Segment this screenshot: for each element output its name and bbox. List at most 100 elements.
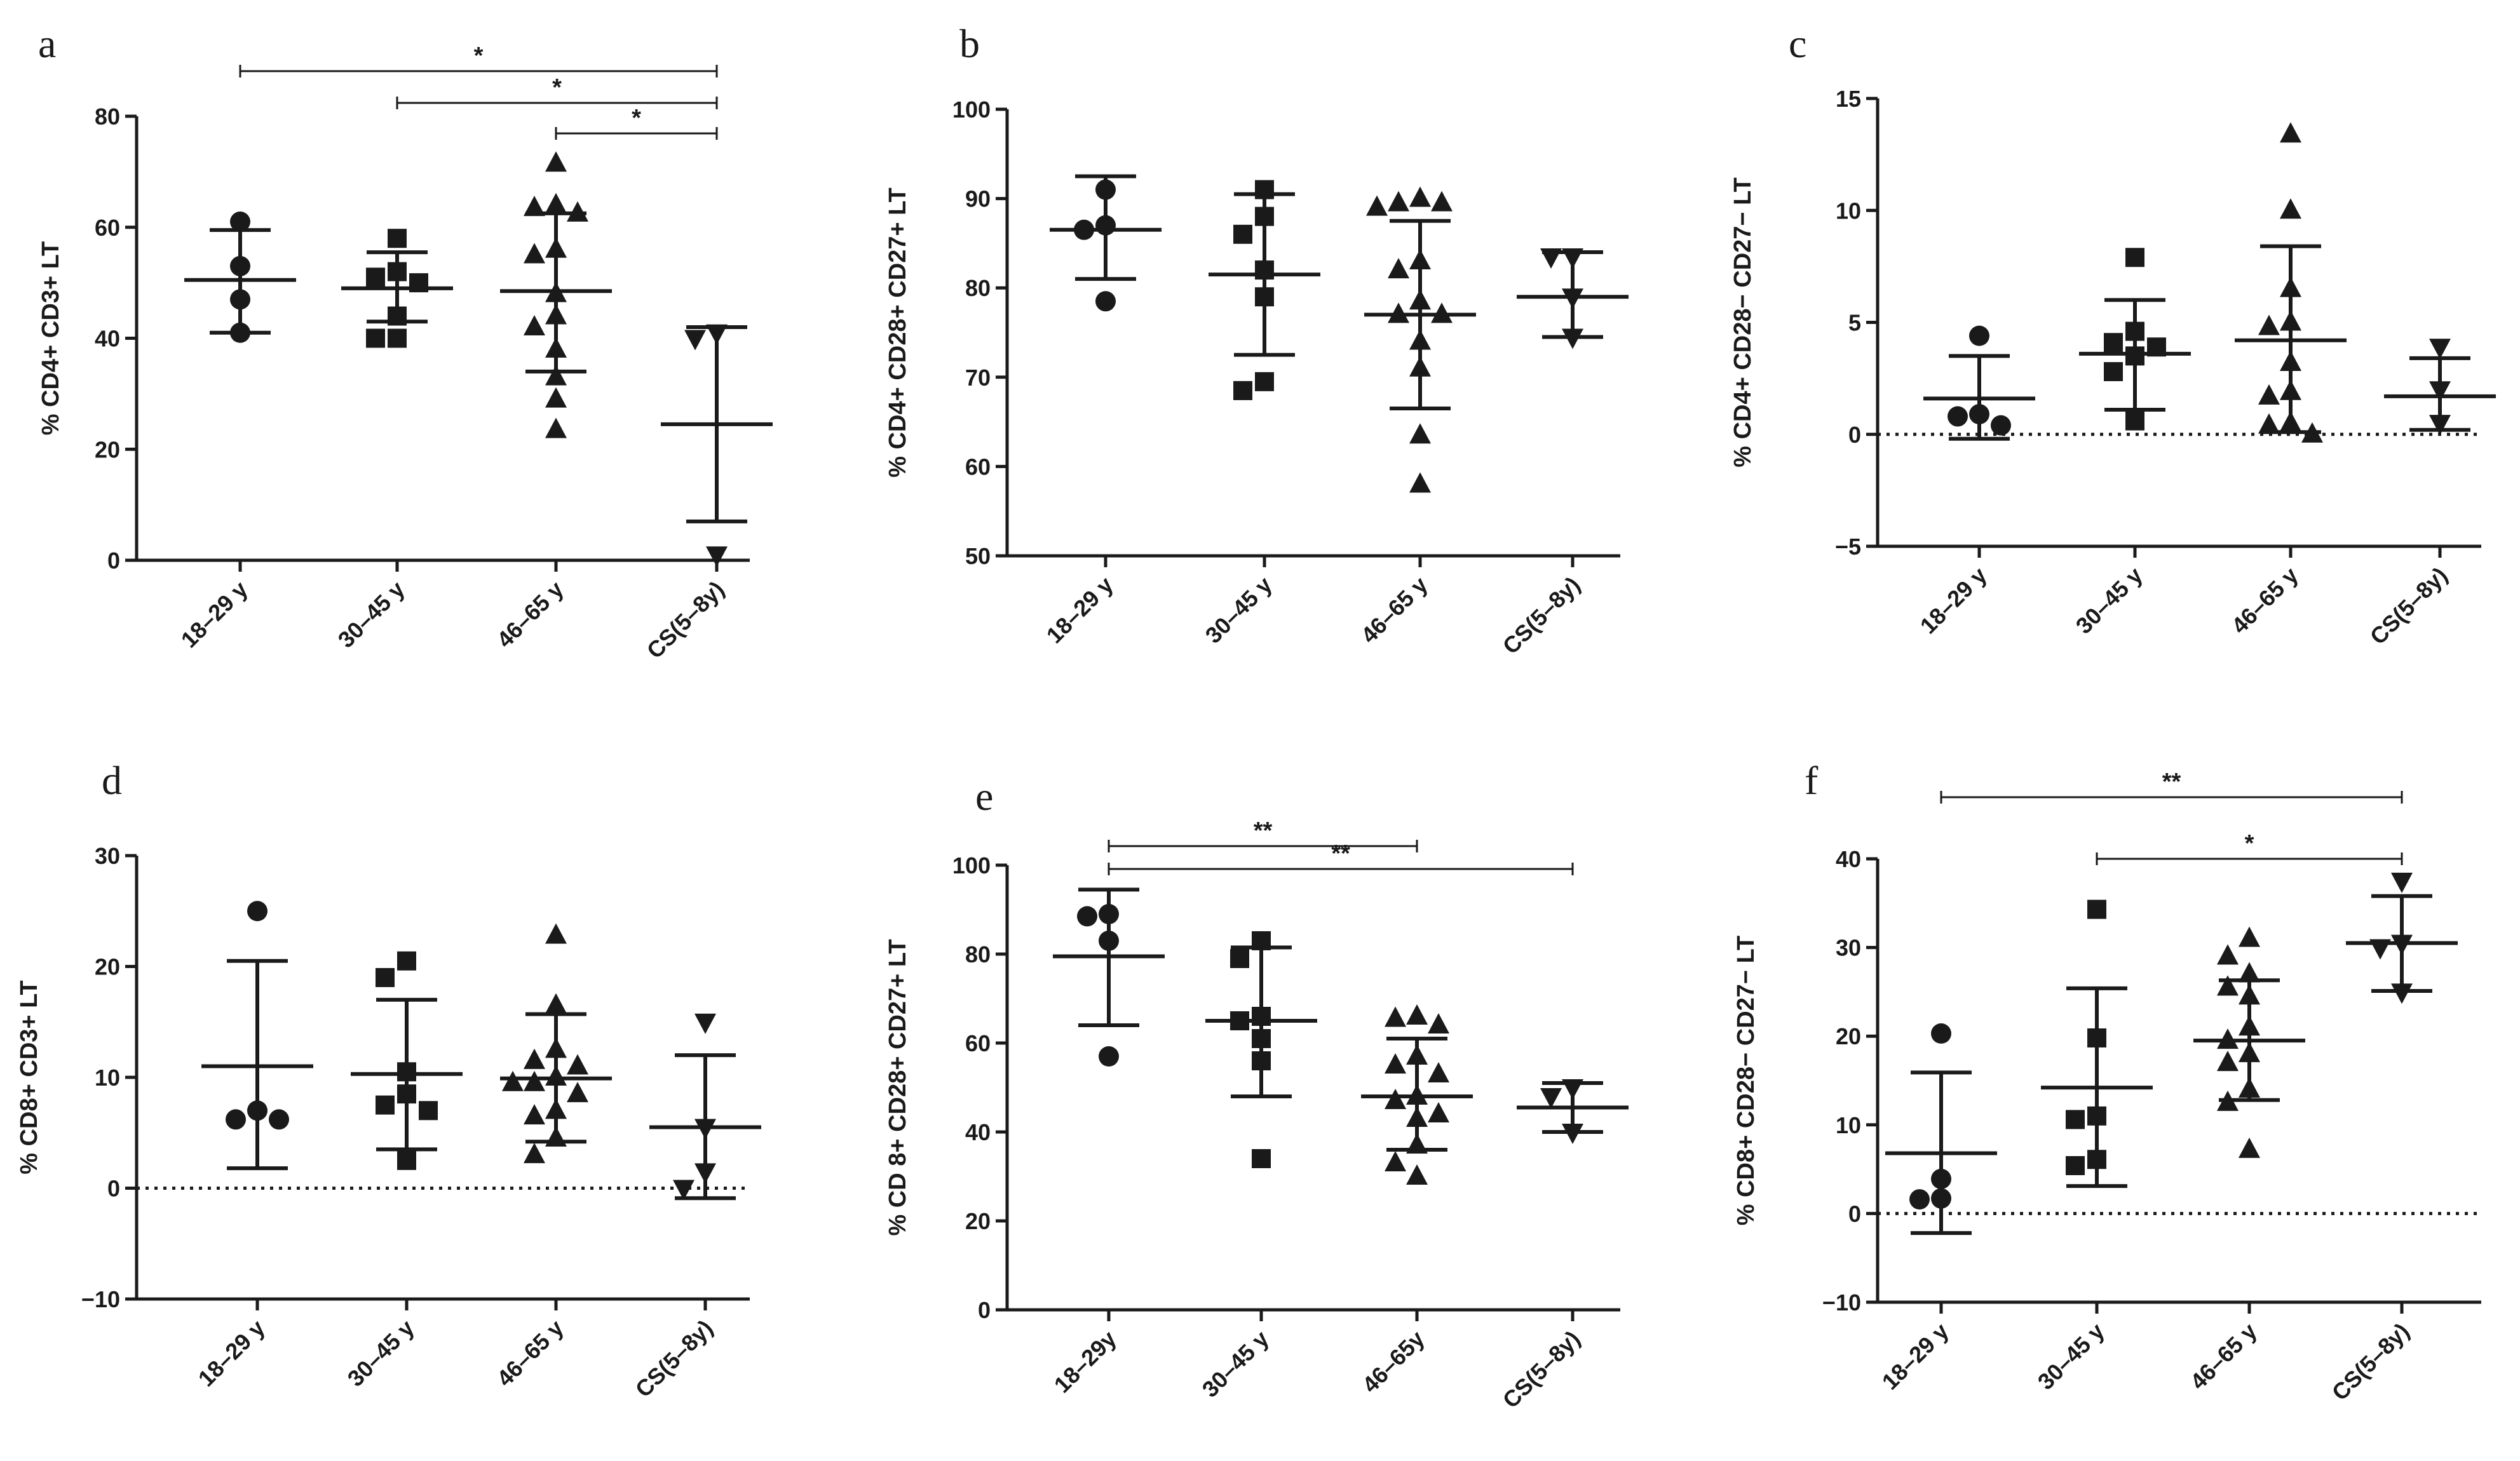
data-point (1255, 260, 1274, 280)
data-point (2280, 276, 2301, 297)
data-point (2391, 983, 2413, 1004)
data-point (1388, 302, 1409, 323)
group-3 (1361, 1004, 1473, 1185)
data-point (247, 901, 268, 922)
data-point (2280, 350, 2301, 371)
y-axis-label: % CD4+ CD28− CD27− LT (1730, 177, 1756, 468)
data-point (1233, 224, 1252, 244)
data-point (1252, 931, 1271, 950)
y-tick-label: 40 (1836, 846, 1861, 872)
data-point (545, 387, 567, 408)
data-point (2239, 962, 2260, 983)
data-point (524, 1070, 545, 1091)
data-point (1409, 289, 1431, 310)
data-point (1948, 406, 1968, 427)
data-point (545, 151, 567, 172)
data-point (1540, 1088, 1562, 1108)
data-point (1255, 180, 1274, 199)
data-point (545, 337, 567, 358)
data-point (524, 196, 545, 217)
data-point (397, 1062, 416, 1082)
y-tick-label: 40 (965, 1119, 991, 1145)
data-point (2429, 415, 2451, 436)
data-point (524, 315, 545, 336)
y-tick-label: 30 (1836, 935, 1861, 961)
group-1 (201, 901, 313, 1171)
data-point (2239, 1015, 2260, 1036)
significance-bracket: * (2096, 830, 2403, 865)
data-point (1909, 1189, 1930, 1210)
group-2 (341, 229, 453, 348)
group-1 (184, 212, 296, 343)
data-point (1385, 1089, 1406, 1109)
x-category-label: 30–45 y (1197, 1326, 1274, 1403)
data-point (1385, 1006, 1406, 1027)
data-point (1385, 1053, 1406, 1074)
data-point (1409, 423, 1431, 444)
x-category-label: CS(5–8y) (642, 576, 729, 664)
data-point (247, 1100, 268, 1121)
panel-d-letter: d (102, 758, 122, 803)
significance-label: ** (1254, 818, 1273, 844)
data-point (2125, 321, 2144, 341)
y-tick-label: 20 (965, 1208, 991, 1234)
y-tick-label: 0 (1848, 1201, 1861, 1227)
data-point (1252, 1149, 1271, 1168)
panel-e: e 0 20 40 60 80 100 % CD 8+ CD28+ CD27+ LT 18–29… (884, 774, 1629, 1413)
data-point (545, 993, 567, 1014)
panel-b: b 50 60 70 80 90 100 % CD4+ CD28+ CD27+ LT 18–29… (884, 21, 1629, 659)
data-point (376, 1095, 395, 1115)
x-category-label: 18–29 y (1915, 562, 1992, 639)
x-category-label: CS(5–8y) (1498, 1326, 1585, 1413)
data-point (567, 201, 588, 222)
data-point (230, 212, 250, 232)
x-category-label: 18–29y (1049, 1326, 1121, 1398)
data-point (545, 365, 567, 386)
data-point (397, 1084, 416, 1104)
data-point (2217, 1028, 2239, 1049)
data-point (1074, 219, 1094, 240)
data-point (1385, 1151, 1406, 1171)
x-category-label: 46–65 y (492, 576, 569, 653)
data-point (1931, 1188, 1951, 1209)
y-tick-label: 40 (95, 326, 120, 352)
y-tick-label: 80 (965, 275, 991, 301)
data-point (2125, 248, 2144, 267)
panel-c-letter: c (1789, 21, 1806, 66)
data-point (2217, 1051, 2239, 1072)
panel-a-letter: a (38, 21, 56, 66)
x-category-label: CS(5–8y) (2327, 1318, 2415, 1406)
y-axis-label: % CD4+ CD3+ LT (37, 241, 64, 435)
significance-label: ** (2162, 769, 2181, 795)
x-category-label: 46–65 y (2226, 562, 2303, 639)
data-point (1406, 1133, 1428, 1154)
y-tick-label: 15 (1836, 86, 1861, 112)
data-point (2258, 413, 2280, 434)
data-point (1406, 1107, 1428, 1127)
group-4 (1517, 248, 1629, 349)
data-point (2147, 337, 2166, 357)
data-point (1099, 931, 1119, 951)
x-category-label: 46–65 y (2185, 1318, 2262, 1395)
data-point (397, 951, 416, 971)
data-point (366, 328, 385, 348)
data-point (1409, 472, 1431, 493)
data-point (2087, 1028, 2106, 1047)
data-point (2087, 899, 2106, 919)
data-point (1409, 186, 1431, 207)
group-3 (1364, 186, 1476, 493)
data-point (2301, 422, 2323, 443)
data-point (1406, 1044, 1428, 1065)
group-2 (2041, 899, 2153, 1188)
y-axis-label: % CD 8+ CD28+ CD27+ LT (884, 939, 911, 1235)
data-point (397, 1150, 416, 1170)
x-category-label: 30–45 y (342, 1315, 419, 1392)
data-point (409, 273, 428, 293)
group-4 (1517, 1079, 1629, 1144)
panel-f-letter: f (1805, 758, 1819, 803)
x-category-label: 18–29 y (1041, 572, 1118, 649)
data-point (524, 243, 545, 264)
data-point (2066, 1156, 2085, 1176)
significance-bracket: * (396, 74, 718, 109)
